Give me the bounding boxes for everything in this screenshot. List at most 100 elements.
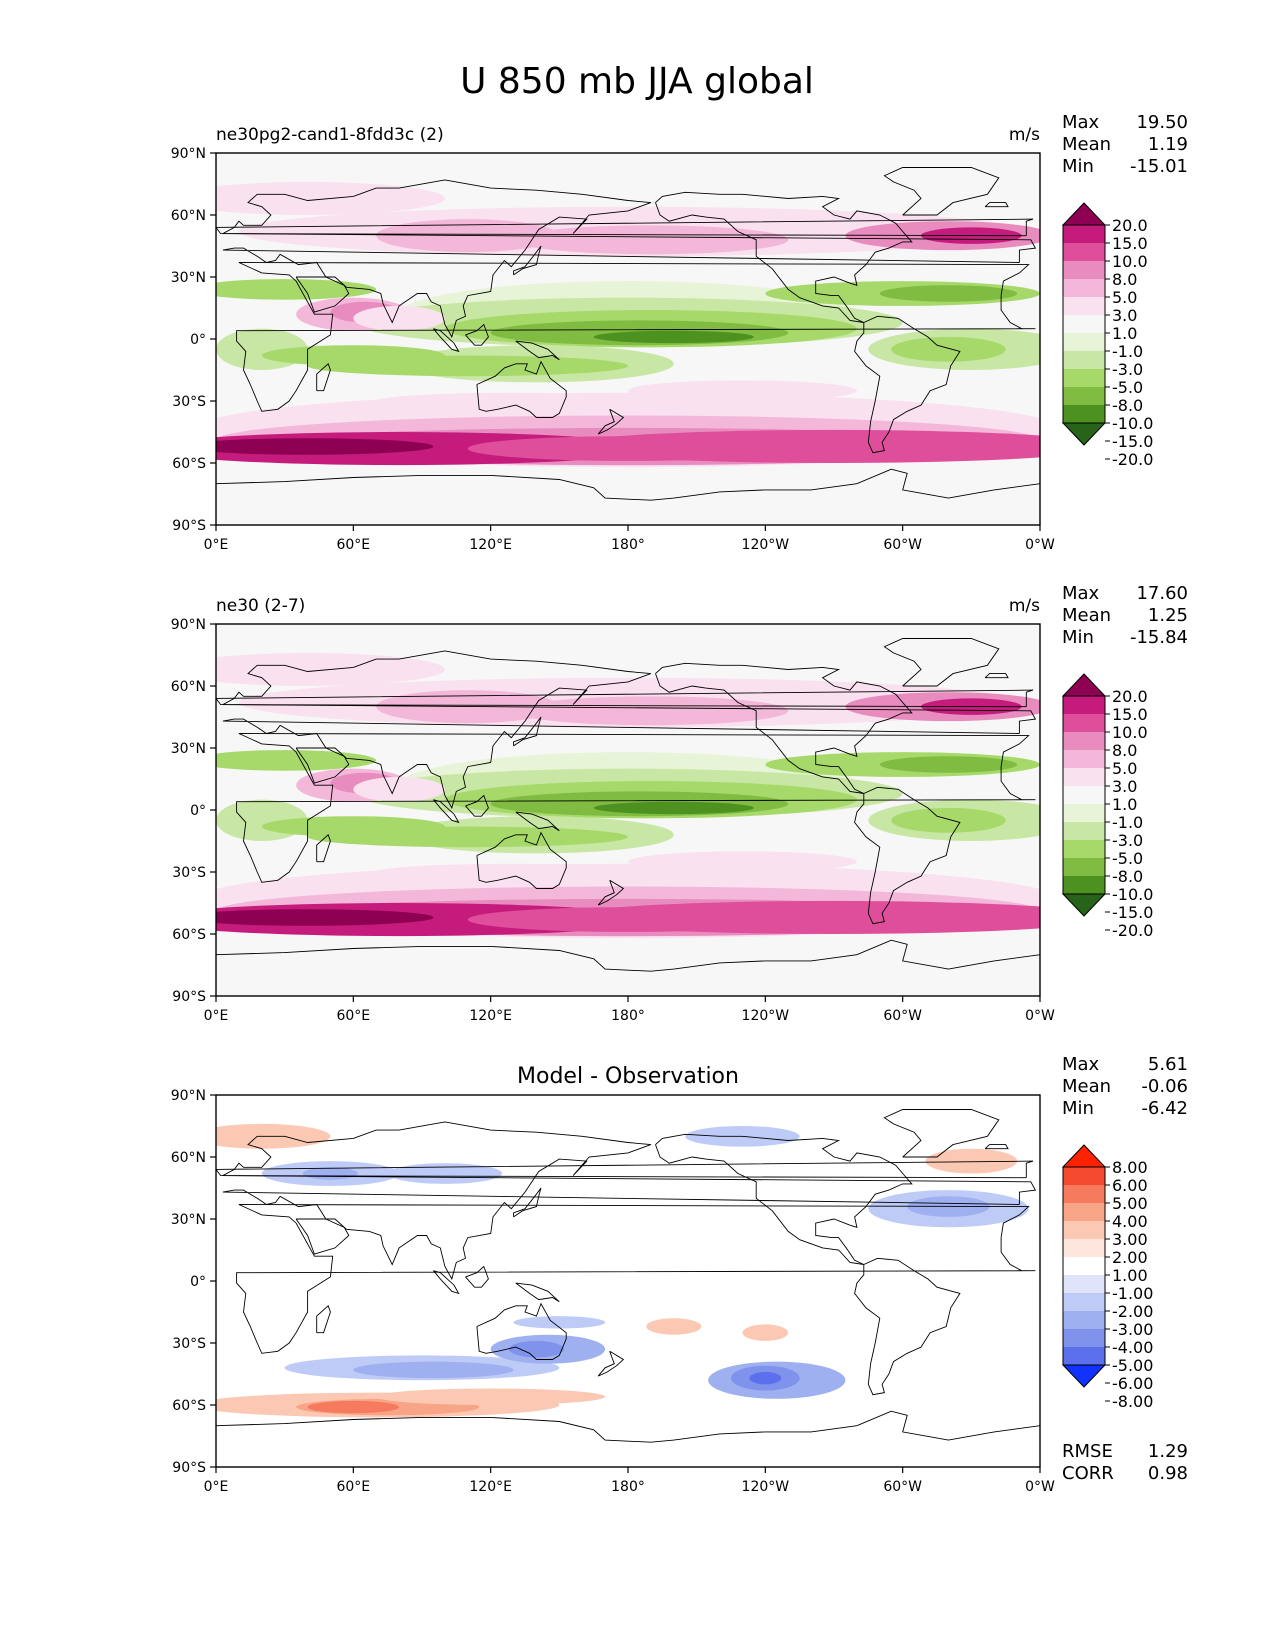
coastline — [221, 1121, 1037, 1281]
contour-field — [216, 1095, 1040, 1467]
lat-tick-label: 30°S — [172, 394, 206, 410]
colorbar-level: -20.0 — [1112, 921, 1153, 940]
colorbar-segment — [1063, 333, 1105, 351]
contour-patch — [353, 1361, 514, 1379]
coastline — [883, 167, 1000, 216]
coastline — [221, 650, 1037, 810]
colorbar-level: 1.0 — [1112, 795, 1137, 814]
contour-patch — [302, 1167, 358, 1180]
coastline — [597, 1350, 625, 1377]
lat-tick-label: 90°N — [171, 617, 206, 633]
contour-patch — [891, 336, 1006, 362]
colorbar-level: 8.0 — [1112, 270, 1137, 289]
lon-tick-label: 120°E — [469, 537, 512, 553]
colorbar-level: 8.00 — [1112, 1158, 1148, 1177]
lat-tick-label: 90°S — [172, 1460, 206, 1476]
colorbar-segment — [1063, 1347, 1105, 1365]
coastline — [221, 179, 1037, 339]
colorbar-extend-max — [1061, 1144, 1107, 1168]
coastline — [433, 328, 460, 353]
stat-value: -15.01 — [1130, 156, 1188, 177]
contour-patch — [925, 1148, 1018, 1174]
stat-label: Max — [1062, 583, 1100, 604]
stat-label: Mean — [1062, 1076, 1111, 1097]
lon-tick-label: 60°W — [883, 1008, 922, 1024]
footer-stat-label: RMSE — [1062, 1441, 1113, 1462]
lat-tick-label: 90°N — [171, 146, 206, 162]
colorbar-level: -5.0 — [1112, 849, 1143, 868]
colorbar-level: -6.00 — [1112, 1374, 1153, 1393]
colorbar-level: -1.0 — [1112, 813, 1143, 832]
panel-center-title: Model - Observation — [517, 1064, 739, 1089]
panel-reference: 90°N 60°N 30°N 0° 30°S 60°S 90°S 0°E 60°E 120°E 18… — [171, 583, 1188, 1024]
stat-value: -0.06 — [1141, 1076, 1188, 1097]
colorbar-level: -10.0 — [1112, 885, 1153, 904]
contour-patch — [387, 1163, 503, 1184]
lat-tick-label: 90°S — [172, 989, 206, 1005]
contour-patch — [376, 392, 651, 410]
colorbar-level: 1.0 — [1112, 324, 1137, 343]
panel-test: 90°N 60°N 30°N 0° 30°S 60°S 90°S 0°E 60°E 120°E 18… — [171, 112, 1188, 553]
colorbar-frame — [1062, 1166, 1106, 1366]
colorbar-extend-min — [1061, 893, 1107, 917]
contour-patch — [891, 807, 1006, 833]
coastline — [515, 1282, 560, 1303]
coastline — [465, 323, 489, 346]
coastline — [984, 1144, 1009, 1150]
lat-tick-label: 90°S — [172, 518, 206, 534]
contour-patch — [467, 436, 789, 461]
contour-patch — [307, 1400, 400, 1414]
colorbar-segment — [1063, 858, 1105, 876]
colorbar-segment — [1063, 279, 1105, 297]
coastline — [295, 1218, 350, 1255]
contour-patch — [628, 851, 857, 873]
panel-diff: 90°N 60°N 30°N 0° 30°S 60°S 90°S 0°E 60°E 120°E 18… — [171, 1054, 1188, 1495]
contour-patch — [628, 380, 857, 401]
coastline — [216, 1410, 1040, 1467]
coastline — [597, 879, 625, 906]
lon-tick-label: 0°E — [204, 537, 229, 553]
colorbar-level: 10.0 — [1112, 723, 1148, 742]
lat-tick-label: 60°S — [172, 456, 206, 472]
contour-patch — [376, 1388, 606, 1405]
contour-field — [216, 624, 1040, 996]
stat-value: 1.19 — [1148, 134, 1188, 155]
stat-label: Min — [1062, 1098, 1094, 1119]
colorbar: 20.015.010.08.05.03.01.0-1.0-3.0-5.0-8.0… — [1061, 202, 1153, 469]
coastline — [295, 747, 350, 784]
stat-label: Max — [1062, 112, 1100, 133]
colorbar-segment — [1063, 732, 1105, 750]
coastline — [465, 794, 489, 817]
coastline — [655, 1133, 913, 1265]
colorbar-level: -8.00 — [1112, 1392, 1153, 1411]
lat-tick-label: 60°S — [172, 927, 206, 943]
coastline — [854, 786, 961, 925]
colorbar-segment — [1063, 822, 1105, 840]
contour-patch — [593, 801, 754, 815]
coastline — [984, 202, 1009, 208]
lon-tick-label: 120°W — [742, 537, 790, 553]
units-label: m/s — [1009, 596, 1040, 616]
colorbar-level: 3.00 — [1112, 1230, 1148, 1249]
colorbar-extend-min — [1061, 1364, 1107, 1388]
colorbar-segment — [1063, 1203, 1105, 1221]
colorbar-extend-max — [1061, 673, 1107, 697]
colorbar-segment — [1063, 1221, 1105, 1239]
lon-tick-label: 120°E — [469, 1479, 512, 1495]
coastline — [216, 1160, 1034, 1179]
coastline — [316, 834, 331, 863]
figure-title: U 850 mb JJA global — [460, 61, 814, 102]
stat-value: -6.42 — [1141, 1098, 1188, 1119]
lat-tick-label: 90°N — [171, 1088, 206, 1104]
colorbar-segment — [1063, 405, 1105, 423]
colorbar-segment — [1063, 387, 1105, 405]
lat-tick-label: 0° — [190, 803, 206, 819]
colorbar-segment — [1063, 1329, 1105, 1347]
colorbar-level: 2.00 — [1112, 1248, 1148, 1267]
contour-patch — [216, 909, 434, 926]
coastline — [655, 662, 913, 794]
lon-tick-label: 60°W — [883, 537, 922, 553]
colorbar-segment — [1063, 225, 1105, 243]
colorbar-frame — [1062, 224, 1106, 424]
